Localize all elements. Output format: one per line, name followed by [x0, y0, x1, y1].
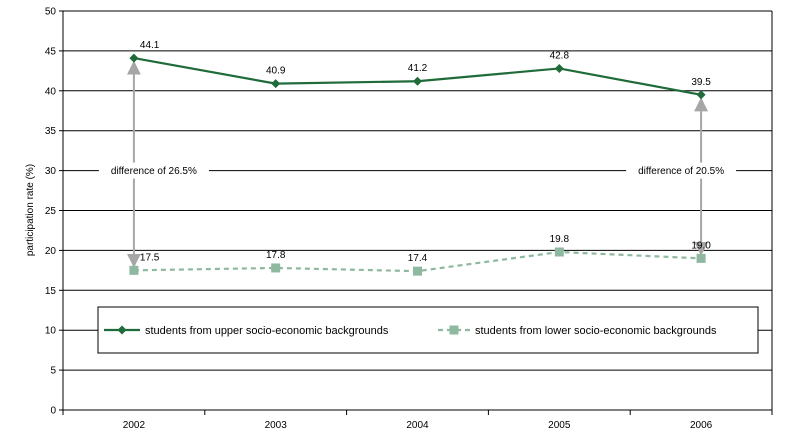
data-label: 41.2: [408, 63, 428, 74]
y-tick-label: 45: [45, 46, 57, 57]
data-label: 17.5: [140, 252, 160, 263]
y-tick-label: 40: [45, 86, 57, 97]
data-label: 19.8: [550, 234, 570, 245]
data-point-upper: [271, 79, 281, 89]
x-tick-label: 2006: [690, 420, 713, 431]
data-point-upper: [554, 63, 564, 73]
data-point-upper: [129, 53, 139, 63]
difference-label: difference of 26.5%: [111, 166, 197, 177]
data-label: 42.8: [550, 50, 570, 61]
y-tick-label: 20: [45, 246, 57, 257]
y-axis: 0 5 10 15 20 25 30 35 40 45 50: [45, 7, 64, 417]
y-tick-label: 5: [50, 366, 56, 377]
data-label: 44.1: [140, 40, 160, 51]
legend-marker-upper: [117, 325, 127, 335]
x-axis: 2002 2003 2004 2005 2006: [62, 409, 773, 431]
legend: students from upper socio-economic backg…: [97, 306, 759, 354]
legend-label: students from lower socio-economic backg…: [475, 325, 717, 337]
y-tick-label: 25: [45, 206, 57, 217]
y-tick-label: 35: [45, 126, 57, 137]
difference-label: difference of 20.5%: [638, 166, 724, 177]
data-label: 17.4: [408, 253, 428, 264]
x-tick-label: 2004: [406, 420, 429, 431]
data-label: 40.9: [266, 66, 286, 77]
y-tick-label: 15: [45, 286, 57, 297]
x-tick-label: 2003: [265, 420, 288, 431]
data-point-lower: [129, 265, 139, 275]
legend-marker-lower: [449, 325, 459, 335]
data-point-lower: [413, 266, 422, 276]
data-label: 19.0: [691, 240, 711, 251]
data-point-upper: [413, 76, 422, 86]
y-tick-label: 10: [45, 326, 57, 337]
y-tick-label: 50: [45, 7, 57, 18]
x-tick-label: 2002: [123, 420, 146, 431]
data-point-lower: [696, 253, 706, 263]
difference-arrows: difference of 26.5% difference of 20.5%: [98, 60, 737, 268]
series-lines: 44.1 40.9 41.2 42.8 39.5 17.5 17.8 17.4 19.8 19.0: [129, 40, 711, 276]
y-tick-label: 0: [50, 406, 56, 417]
legend-box: [97, 306, 759, 354]
difference-label-bg: [626, 162, 737, 179]
data-point-lower: [554, 247, 564, 257]
legend-label: students from upper socio-economic backg…: [145, 325, 389, 337]
data-label: 17.8: [266, 250, 286, 261]
x-tick-label: 2005: [548, 420, 571, 431]
data-point-lower: [271, 263, 281, 273]
difference-label-bg: [98, 162, 209, 179]
y-axis-label: participation rate (%): [25, 164, 36, 256]
data-label: 39.5: [691, 77, 711, 88]
data-point-upper: [696, 90, 706, 100]
y-tick-label: 30: [45, 166, 57, 177]
